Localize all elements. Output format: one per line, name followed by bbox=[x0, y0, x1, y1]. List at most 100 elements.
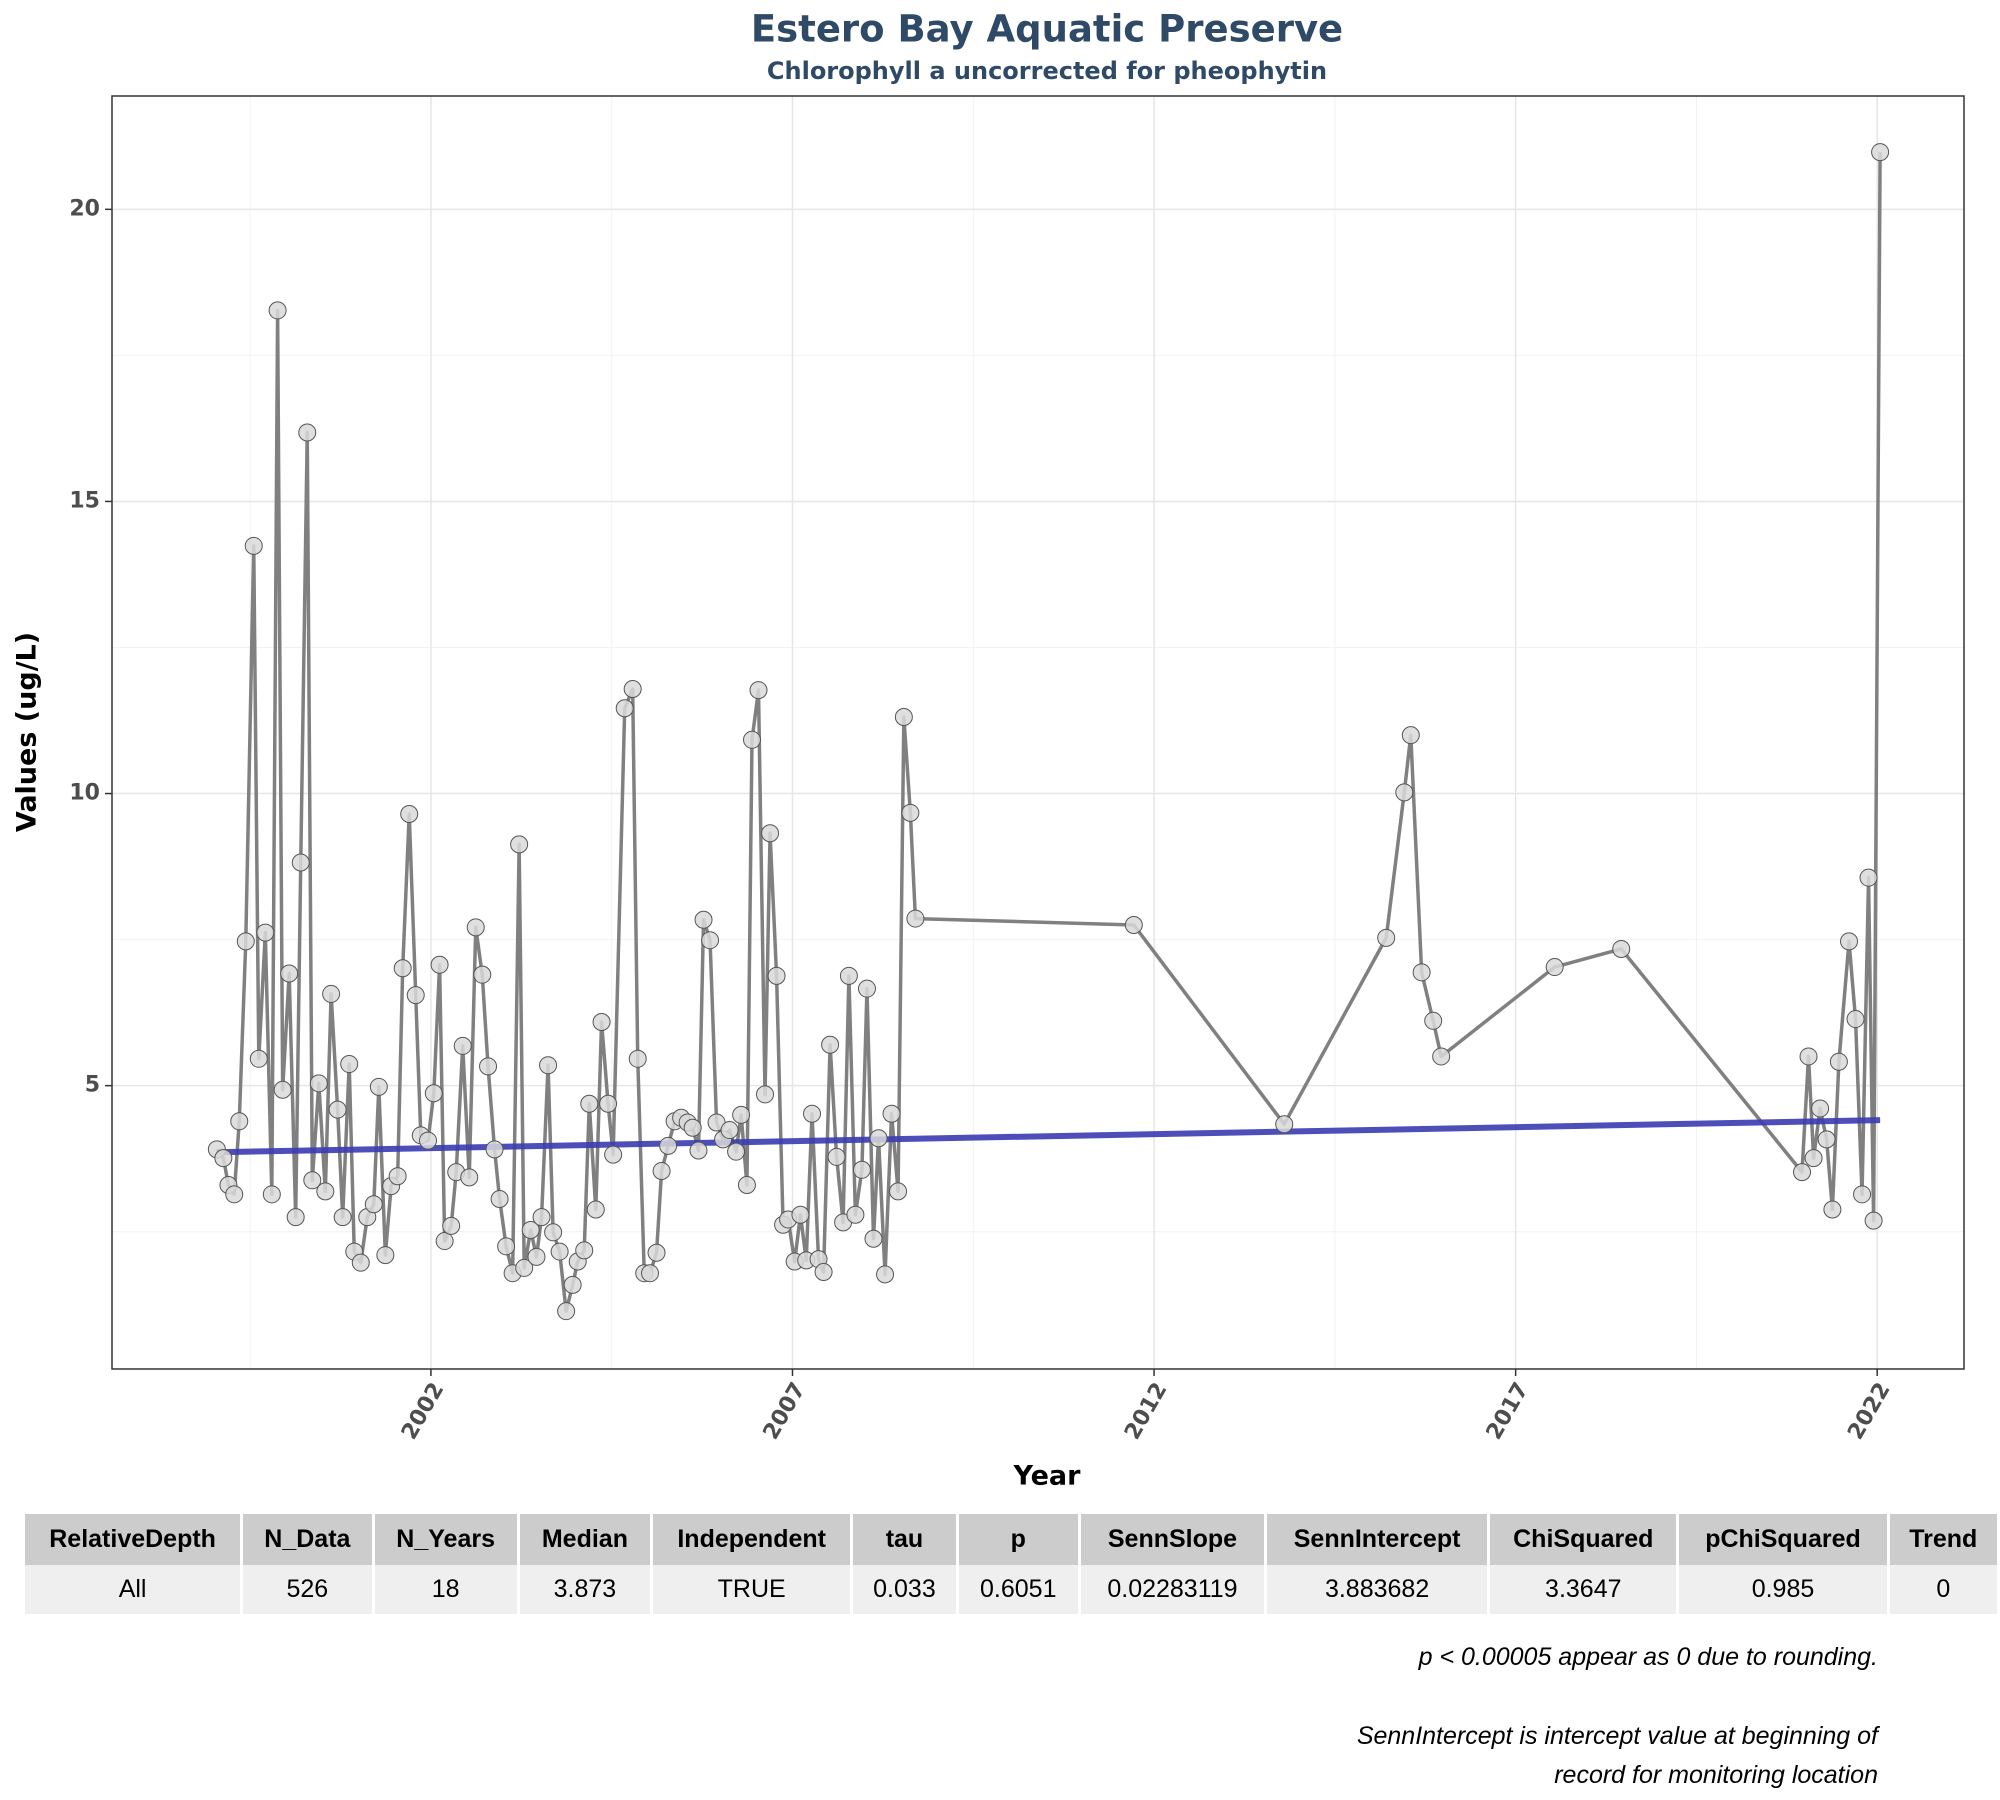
table-cell: All bbox=[25, 1565, 244, 1614]
data-point bbox=[580, 1094, 599, 1113]
data-point bbox=[563, 1275, 582, 1294]
data-point bbox=[309, 1074, 328, 1093]
data-point bbox=[539, 1056, 558, 1075]
x-tick-label: 2022 bbox=[1843, 1379, 1895, 1445]
x-tick-label: 2017 bbox=[1482, 1379, 1534, 1445]
data-point bbox=[1275, 1115, 1294, 1134]
data-point bbox=[592, 1012, 611, 1031]
data-point bbox=[659, 1136, 678, 1155]
column-header: Median bbox=[518, 1514, 654, 1565]
data-point bbox=[1432, 1047, 1451, 1066]
data-point bbox=[453, 1036, 472, 1055]
data-point bbox=[225, 1185, 244, 1204]
table-cell: 0.02283119 bbox=[1079, 1565, 1268, 1614]
data-point bbox=[1793, 1163, 1812, 1182]
data-point bbox=[303, 1171, 322, 1190]
data-point bbox=[586, 1200, 605, 1219]
plot-border bbox=[111, 95, 1965, 1370]
table-row: All 526 18 3.873 TRUE 0.033 0.6051 0.02283119 3.… bbox=[25, 1565, 2000, 1614]
data-point bbox=[351, 1253, 370, 1272]
data-point bbox=[1395, 783, 1414, 802]
column-header: N_Data bbox=[241, 1514, 375, 1565]
data-point bbox=[230, 1112, 249, 1131]
data-point bbox=[527, 1247, 546, 1266]
column-header: SennSlope bbox=[1079, 1514, 1268, 1565]
table-cell: 0.6051 bbox=[957, 1565, 1081, 1614]
column-header: Trend bbox=[1888, 1514, 2000, 1565]
data-point bbox=[273, 1080, 292, 1099]
data-point bbox=[1859, 868, 1878, 887]
data-point bbox=[1424, 1011, 1443, 1030]
stats-table: RelativeDepth N_Data N_Years Median Independ… bbox=[25, 1514, 2000, 1614]
data-point bbox=[1817, 1130, 1836, 1149]
data-point bbox=[280, 964, 299, 983]
plot-background bbox=[112, 96, 1964, 1369]
data-point bbox=[376, 1246, 395, 1265]
data-point bbox=[689, 1141, 708, 1160]
data-point bbox=[876, 1265, 895, 1284]
data-point bbox=[1799, 1047, 1818, 1066]
data-point bbox=[1823, 1200, 1842, 1219]
data-point bbox=[1846, 1010, 1865, 1029]
note: record for monitoring location bbox=[1554, 1761, 1878, 1789]
data-point bbox=[652, 1161, 671, 1180]
data-point bbox=[694, 910, 713, 929]
data-point bbox=[236, 932, 255, 951]
data-point bbox=[852, 1160, 871, 1179]
data-point bbox=[857, 979, 876, 998]
data-point bbox=[557, 1302, 576, 1321]
data-point bbox=[742, 730, 761, 749]
data-point bbox=[1804, 1149, 1823, 1168]
x-axis-title: Year bbox=[1013, 1461, 1082, 1492]
data-point bbox=[256, 923, 275, 942]
data-point bbox=[869, 1129, 888, 1148]
data-point bbox=[510, 835, 529, 854]
data-point bbox=[727, 1142, 746, 1161]
table-body: All 526 18 3.873 TRUE 0.033 0.6051 0.02283119 3.… bbox=[25, 1565, 2000, 1614]
note: SennIntercept is intercept value at begi… bbox=[1356, 1722, 1878, 1750]
table-cell: 3.883682 bbox=[1265, 1565, 1491, 1614]
chart-subtitle: Chlorophyll a uncorrected for pheophytin bbox=[767, 57, 1327, 85]
column-header: ChiSquared bbox=[1488, 1514, 1680, 1565]
table-cell: 3.873 bbox=[518, 1565, 654, 1614]
data-point bbox=[732, 1105, 751, 1124]
x-tick-label: 2012 bbox=[1120, 1379, 1172, 1445]
data-point bbox=[906, 909, 925, 928]
data-point bbox=[720, 1121, 739, 1140]
data-point bbox=[460, 1168, 479, 1187]
column-header: RelativeDepth bbox=[25, 1514, 244, 1565]
data-point bbox=[328, 1100, 347, 1119]
table-cell: 18 bbox=[373, 1565, 520, 1614]
data-point bbox=[244, 536, 263, 555]
data-point bbox=[490, 1189, 509, 1208]
data-point bbox=[406, 986, 425, 1005]
data-point bbox=[249, 1049, 268, 1068]
data-point bbox=[214, 1149, 233, 1168]
data-point bbox=[364, 1195, 383, 1214]
data-point bbox=[435, 1232, 454, 1251]
y-tick-label: 20 bbox=[69, 196, 100, 221]
data-point bbox=[298, 423, 317, 442]
data-point bbox=[803, 1104, 822, 1123]
y-tick-label: 10 bbox=[69, 781, 100, 806]
data-point bbox=[1864, 1211, 1883, 1230]
data-point bbox=[821, 1035, 840, 1054]
data-point bbox=[333, 1208, 352, 1227]
data-point bbox=[827, 1147, 846, 1166]
data-point bbox=[683, 1118, 702, 1137]
column-header: tau bbox=[851, 1514, 959, 1565]
column-header: SennIntercept bbox=[1265, 1514, 1491, 1565]
note: p < 0.00005 appear as 0 due to rounding. bbox=[1418, 1643, 1878, 1671]
column-header: pChiSquared bbox=[1677, 1514, 1890, 1565]
data-point bbox=[737, 1175, 756, 1194]
data-point bbox=[388, 1167, 407, 1186]
data-point bbox=[814, 1263, 833, 1282]
header-row: RelativeDepth N_Data N_Years Median Independ… bbox=[25, 1514, 2000, 1565]
data-point bbox=[521, 1220, 540, 1239]
data-point bbox=[424, 1084, 443, 1103]
data-point bbox=[889, 1182, 908, 1201]
data-point bbox=[485, 1140, 504, 1159]
table-cell: TRUE bbox=[651, 1565, 854, 1614]
data-point bbox=[532, 1208, 551, 1227]
data-point bbox=[1377, 928, 1396, 947]
